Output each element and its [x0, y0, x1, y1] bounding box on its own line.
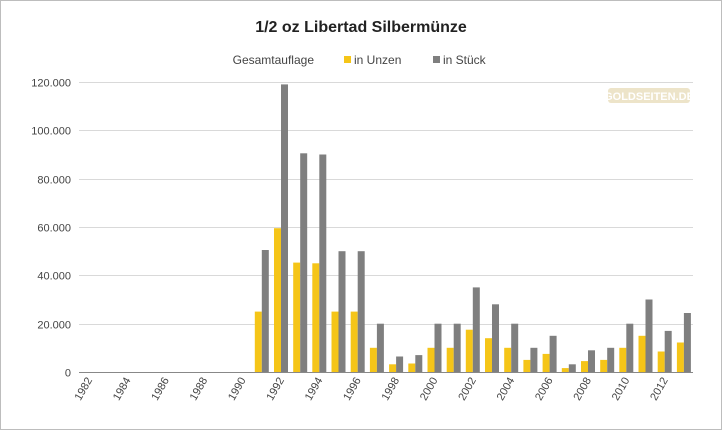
x-tick-label: 1988	[188, 376, 211, 403]
bar-unzen	[389, 364, 397, 372]
bar-stueck	[319, 154, 327, 372]
legend-swatch-stueck	[433, 56, 440, 63]
x-tick-label: 1998	[380, 376, 403, 403]
bar-unzen	[485, 338, 492, 372]
watermark-text: GOLDSEITEN.DE	[604, 91, 694, 103]
x-tick-label: 2004	[495, 376, 518, 403]
x-tick-label: 1990	[226, 376, 249, 403]
bar-stueck	[453, 323, 461, 372]
bar-unzen	[676, 342, 684, 372]
bar-stueck	[357, 251, 365, 372]
bar-unzen	[581, 361, 588, 372]
bar-unzen	[350, 311, 358, 372]
chart-title: 1/2 oz Libertad Silbermünze	[255, 19, 467, 36]
bar-stueck	[492, 304, 499, 372]
bar-unzen	[638, 335, 646, 373]
bar-stueck	[626, 323, 634, 372]
x-tick-label: 2000	[418, 376, 441, 403]
bar-stueck	[415, 355, 423, 372]
y-tick-label: 80.000	[37, 175, 71, 187]
x-tick-label: 2006	[533, 376, 556, 403]
bar-unzen	[427, 347, 435, 372]
y-tick-label: 20.000	[37, 320, 71, 332]
bar-stueck	[568, 364, 576, 372]
bar-stueck	[396, 356, 404, 372]
y-tick-label: 60.000	[37, 223, 71, 235]
legend-label-unzen: in Unzen	[354, 53, 401, 67]
bar-stueck	[588, 350, 595, 373]
bar-unzen	[465, 329, 473, 372]
bar-stueck	[300, 153, 308, 372]
x-tick-label: 1996	[341, 376, 364, 403]
x-tick-label: 1992	[264, 376, 287, 403]
bar-stueck	[472, 287, 480, 372]
x-tick-label: 1982	[73, 376, 96, 403]
bar-stueck	[281, 84, 288, 373]
x-tick-label: 2010	[610, 376, 633, 403]
bar-unzen	[657, 351, 665, 372]
bar-unzen	[523, 359, 531, 372]
y-tick-label: 0	[65, 368, 71, 380]
legend-swatch-unzen	[344, 56, 351, 63]
x-tick-label: 2002	[456, 376, 479, 403]
bar-stueck	[683, 313, 691, 372]
bar-stueck	[338, 251, 346, 372]
bar-unzen	[369, 347, 377, 372]
bar-unzen	[274, 228, 281, 372]
bar-stueck	[607, 347, 615, 372]
x-tick-label: 1986	[149, 376, 172, 403]
bar-unzen	[254, 311, 262, 372]
x-tick-label: 1994	[303, 376, 326, 403]
legend-title: Gesamtauflage	[233, 53, 315, 67]
watermark-logo: GOLDSEITEN.DE	[604, 88, 694, 103]
y-tick-label: 100.000	[31, 126, 71, 138]
bar-unzen	[312, 263, 320, 373]
bar-stueck	[511, 323, 519, 372]
x-tick-label: 2008	[571, 376, 594, 403]
bar-stueck	[645, 299, 653, 372]
bar-stueck	[434, 323, 442, 372]
x-tick-label: 1984	[111, 376, 134, 403]
bar-stueck	[664, 330, 672, 372]
bar-unzen	[408, 363, 416, 372]
bar-stueck	[376, 323, 384, 372]
bar-unzen	[293, 262, 301, 372]
bar-unzen	[504, 347, 512, 372]
bar-unzen	[331, 311, 339, 372]
bar-unzen	[619, 347, 627, 372]
bar-unzen	[446, 347, 454, 372]
bar-unzen	[542, 353, 550, 372]
bar-stueck	[530, 347, 538, 372]
y-tick-label: 120.000	[31, 78, 71, 90]
bar-stueck	[261, 250, 269, 372]
y-tick-label: 40.000	[37, 271, 71, 283]
bar-unzen	[600, 359, 608, 372]
legend-label-stueck: in Stück	[443, 53, 487, 67]
bar-unzen	[561, 368, 569, 372]
bar-stueck	[549, 335, 557, 373]
x-tick-label: 2012	[648, 376, 671, 403]
